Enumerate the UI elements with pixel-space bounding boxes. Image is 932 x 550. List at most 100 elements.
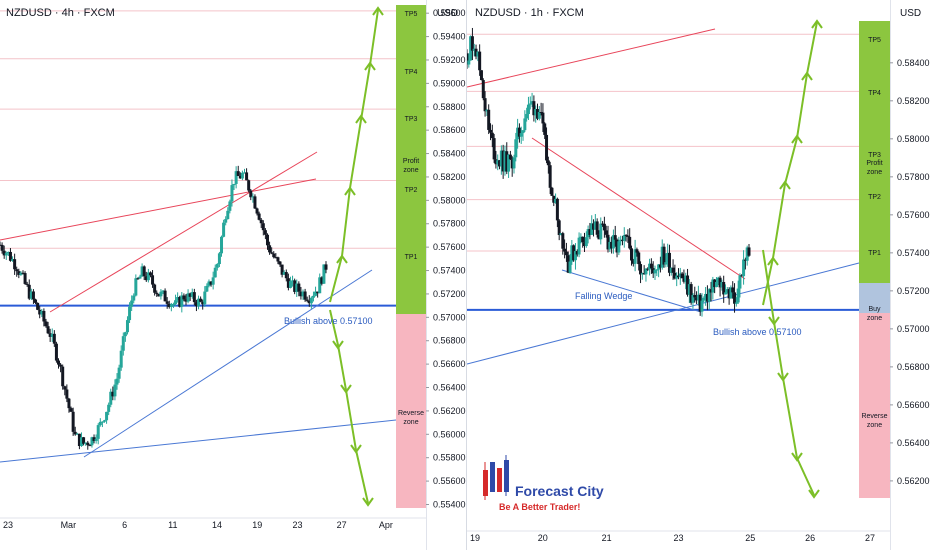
candle-body <box>203 291 207 305</box>
candle-body <box>490 132 494 139</box>
candle-body <box>36 302 40 310</box>
candle-body <box>514 139 518 158</box>
price-tick-label: 0.57600 <box>897 210 930 220</box>
chart-panel-4h[interactable]: TP5 TP4 TP3 Profit zone TP2 TP1 Reverse zone 0.5… <box>0 0 466 550</box>
candle-body <box>88 445 92 447</box>
candle-body <box>610 241 614 249</box>
candle-body <box>545 134 549 161</box>
candle-body <box>100 421 104 423</box>
zone-label: TP5 <box>868 37 881 44</box>
candle-body <box>733 292 737 304</box>
time-tick-label: 19 <box>252 520 262 530</box>
candle-body <box>667 252 671 273</box>
candle-body <box>704 293 708 298</box>
candle-body <box>696 294 700 301</box>
candle-body <box>102 420 106 422</box>
candle-body <box>92 437 96 441</box>
candle-body <box>474 48 478 57</box>
candle-body <box>720 282 724 288</box>
candle-body <box>161 290 165 292</box>
candle-body <box>561 233 565 249</box>
candle-body <box>528 103 532 105</box>
candle-body <box>15 269 19 272</box>
arrow-head <box>779 180 791 190</box>
zone-label: Profit zone <box>866 160 882 176</box>
candle-body <box>660 246 664 268</box>
candle-body <box>27 284 31 299</box>
candle-body <box>539 112 543 114</box>
candle-body <box>309 297 313 304</box>
arrow-head <box>767 256 779 266</box>
candle-body <box>532 101 536 116</box>
candle-body <box>498 160 502 167</box>
candle-body <box>59 364 63 367</box>
chart-4h-svg[interactable]: TP5 TP4 TP3 Profit zone TP2 TP1 Reverse zone 0.5… <box>0 0 466 550</box>
candle-body <box>199 298 203 302</box>
candle-body <box>671 267 675 273</box>
candle-body <box>742 259 746 277</box>
time-tick-label: 20 <box>538 533 548 543</box>
candle-body <box>566 255 570 273</box>
candle-body <box>69 408 73 412</box>
arrow-head <box>372 6 384 16</box>
price-tick-label: 0.56800 <box>433 336 466 346</box>
candle-body <box>134 278 138 296</box>
candle-body <box>745 247 749 261</box>
candle-body <box>94 438 98 441</box>
candle-body <box>25 283 29 285</box>
zone-label: TP3 <box>868 152 881 159</box>
candle-body <box>517 127 521 137</box>
candle-body <box>499 150 503 167</box>
time-tick-label: 27 <box>337 520 347 530</box>
bearish-projection-arrow <box>329 309 369 504</box>
candle-body <box>648 263 652 270</box>
candle-body <box>655 269 659 271</box>
candle-body <box>249 190 253 198</box>
candle-body <box>695 297 699 301</box>
candle-body <box>581 236 585 243</box>
candle-body <box>702 297 706 301</box>
candle-body <box>467 60 471 65</box>
chart-panel-1h[interactable]: TP5 TP4 TP3 Profit zone TP2 TP1 Buy zone Reverse z… <box>467 0 932 550</box>
candle-body <box>611 235 615 249</box>
time-tick-label: Apr <box>379 520 393 530</box>
candle-body <box>548 165 552 188</box>
candle-body <box>174 300 178 304</box>
candle-body <box>197 298 201 307</box>
price-tick-label: 0.57400 <box>433 266 466 276</box>
zone-label: Buy zone <box>867 306 882 322</box>
resistance-trendline <box>0 178 317 241</box>
candle-body <box>130 300 134 307</box>
bullish-annotation: Bullish above 0.57100 <box>713 327 802 337</box>
candle-body <box>324 264 328 270</box>
candle-body <box>635 249 639 253</box>
candle-body <box>470 36 474 51</box>
arrow-head <box>350 444 362 454</box>
candle-body <box>165 301 169 304</box>
candle-body <box>155 292 159 294</box>
candle-body <box>579 236 583 238</box>
candle-body <box>485 109 489 112</box>
price-tick-label: 0.57000 <box>897 324 930 334</box>
candle-body <box>21 272 25 274</box>
candle-body <box>552 195 556 203</box>
time-tick-label: 19 <box>470 533 480 543</box>
price-tick-label: 0.58800 <box>433 102 466 112</box>
candle-body <box>98 421 102 426</box>
candle-body <box>678 273 682 278</box>
candle-body <box>640 273 644 275</box>
candle-body <box>709 289 713 293</box>
candle-body <box>136 278 140 280</box>
candle-body <box>644 268 648 275</box>
support-trendline <box>467 262 860 365</box>
candle-body <box>568 261 572 273</box>
candle-body <box>293 280 297 292</box>
zone-label: Reverse zone <box>861 413 887 429</box>
candle-body <box>626 235 630 237</box>
candle-body <box>125 320 129 333</box>
candle-body <box>707 289 711 302</box>
candle-body <box>151 275 155 285</box>
candle-body <box>142 266 146 277</box>
candle-body <box>176 297 180 301</box>
